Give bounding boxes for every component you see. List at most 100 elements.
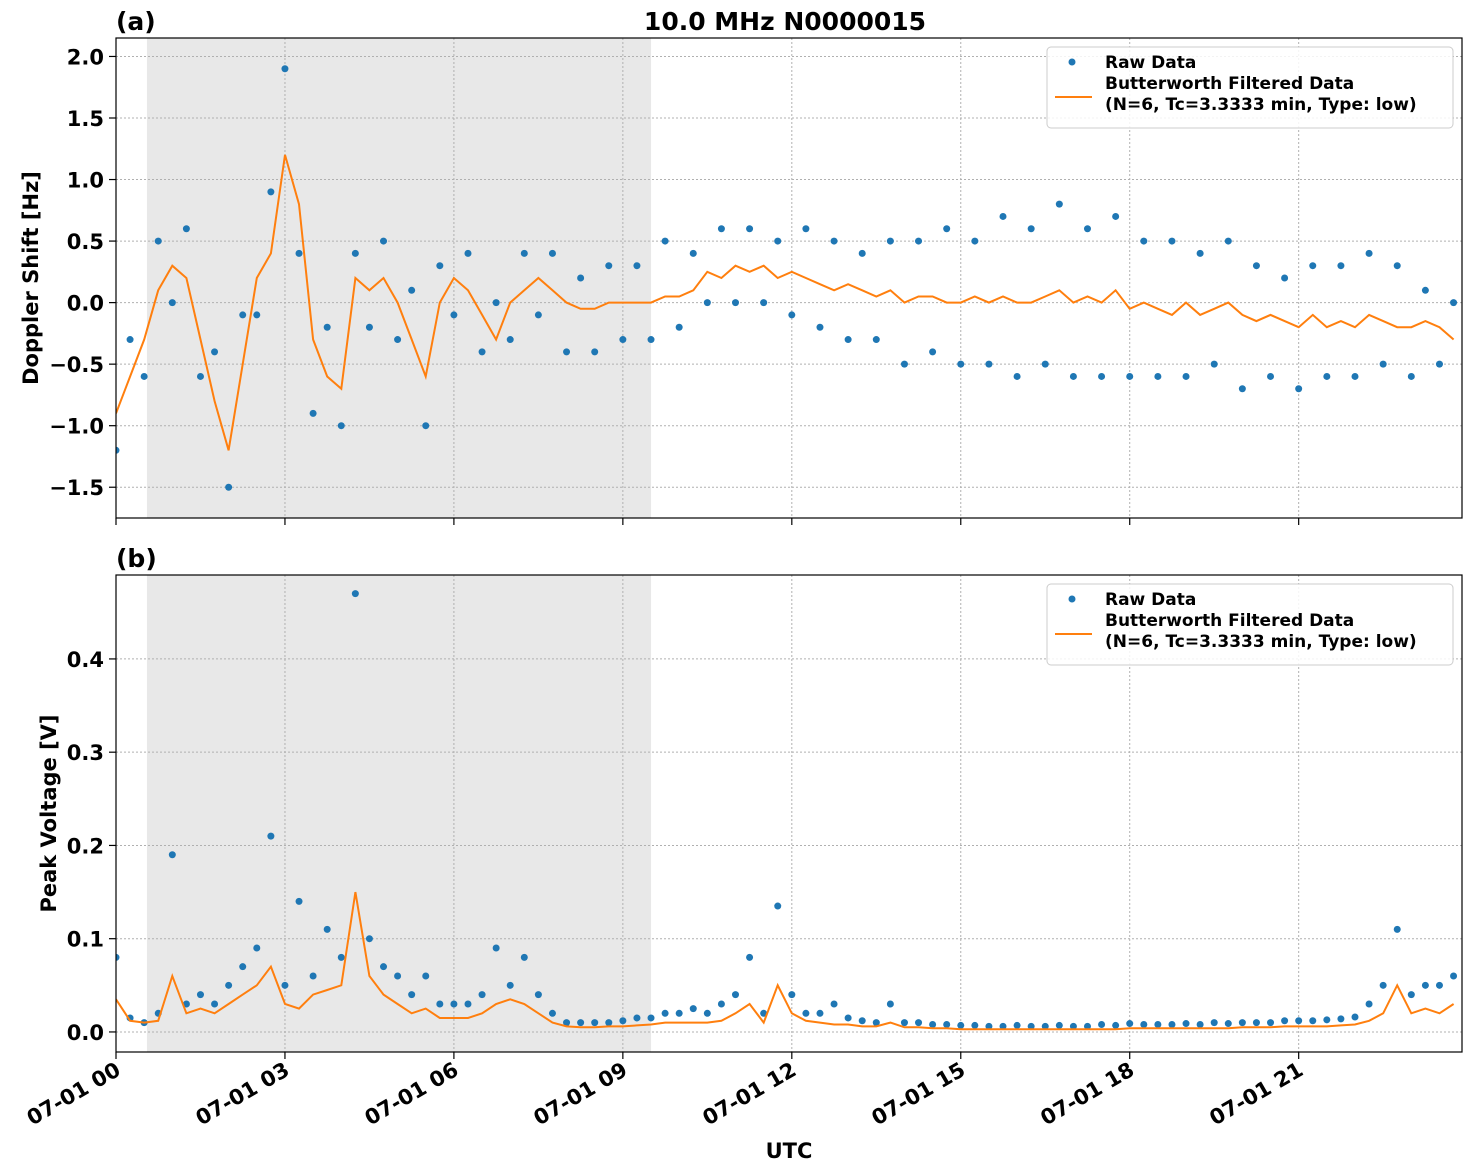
y-tick-label: −1.5 xyxy=(49,476,104,500)
legend-label: Raw Data xyxy=(1105,590,1196,610)
raw-point xyxy=(816,323,824,331)
raw-point xyxy=(1323,1016,1331,1024)
y-axis-label: Doppler Shift [Hz] xyxy=(19,171,43,385)
raw-point xyxy=(591,348,599,356)
raw-point xyxy=(605,262,613,270)
raw-point xyxy=(675,323,683,331)
raw-point xyxy=(394,972,402,980)
legend-box xyxy=(1046,583,1454,666)
raw-point xyxy=(731,991,739,999)
y-tick-label: 0.4 xyxy=(67,648,104,672)
raw-point xyxy=(717,225,725,233)
raw-point xyxy=(1027,225,1035,233)
raw-point xyxy=(971,1021,979,1029)
raw-point xyxy=(1196,249,1204,257)
raw-point xyxy=(478,991,486,999)
raw-point xyxy=(365,323,373,331)
x-tick-label: 07-01 03 xyxy=(192,1058,294,1131)
raw-point xyxy=(689,249,697,257)
raw-point xyxy=(309,409,317,417)
y-axis-label: Peak Voltage [V] xyxy=(37,714,61,912)
raw-point xyxy=(844,336,852,344)
raw-point xyxy=(1309,1017,1317,1025)
raw-point xyxy=(1351,372,1359,380)
raw-point xyxy=(1337,1015,1345,1023)
y-tick-label: 2.0 xyxy=(67,45,104,69)
legend-marker xyxy=(1068,595,1076,603)
raw-point xyxy=(999,212,1007,220)
x-tick-label: 07-01 18 xyxy=(1036,1058,1138,1131)
x-tick-label: 07-01 06 xyxy=(361,1058,463,1131)
raw-point xyxy=(267,188,275,196)
raw-point xyxy=(1365,249,1373,257)
raw-point xyxy=(915,237,923,245)
raw-point xyxy=(182,225,190,233)
panel-label: (a) xyxy=(116,7,156,36)
x-tick-label: 07-01 00 xyxy=(23,1058,125,1131)
raw-point xyxy=(1055,1021,1063,1029)
shade xyxy=(146,575,652,1052)
raw-point xyxy=(760,299,768,307)
y-tick-label: 1.5 xyxy=(67,107,104,131)
raw-point xyxy=(943,1020,951,1028)
panel-label: (b) xyxy=(116,544,157,573)
raw-point xyxy=(1182,372,1190,380)
raw-point xyxy=(872,336,880,344)
raw-point xyxy=(1083,1022,1091,1030)
raw-point xyxy=(647,336,655,344)
raw-point xyxy=(267,832,275,840)
raw-point xyxy=(915,1019,923,1027)
raw-point xyxy=(746,225,754,233)
y-tick-label: 1.0 xyxy=(67,169,104,193)
y-tick-label: 0.3 xyxy=(67,741,104,765)
legend-label: Raw Data xyxy=(1105,53,1196,73)
raw-point xyxy=(703,299,711,307)
y-tick-label: 0.2 xyxy=(67,834,104,858)
raw-point xyxy=(900,360,908,368)
raw-point xyxy=(900,1019,908,1027)
raw-point xyxy=(1013,1021,1021,1029)
raw-point xyxy=(520,249,528,257)
raw-point xyxy=(168,851,176,859)
legend-marker xyxy=(1068,58,1076,66)
raw-point xyxy=(126,336,134,344)
raw-point xyxy=(746,953,754,961)
raw-point xyxy=(689,1005,697,1013)
raw-point xyxy=(323,925,331,933)
raw-point xyxy=(858,249,866,257)
raw-point xyxy=(1196,1020,1204,1028)
raw-point xyxy=(1083,225,1091,233)
raw-point xyxy=(1393,925,1401,933)
raw-point xyxy=(605,1019,613,1027)
x-tick-label: 07-01 21 xyxy=(1205,1058,1307,1131)
raw-point xyxy=(239,963,247,971)
raw-point xyxy=(196,372,204,380)
raw-point xyxy=(957,1021,965,1029)
y-tick-label: 0.0 xyxy=(67,1021,104,1045)
raw-point xyxy=(788,991,796,999)
filtered-line xyxy=(116,891,1455,1031)
raw-point xyxy=(450,1000,458,1008)
raw-point xyxy=(633,1014,641,1022)
raw-point xyxy=(506,981,514,989)
raw-point xyxy=(295,249,303,257)
raw-point xyxy=(1224,1020,1232,1028)
raw-point xyxy=(802,1009,810,1017)
raw-point xyxy=(1435,981,1443,989)
x-tick-label: 07-01 09 xyxy=(530,1058,632,1131)
raw-point xyxy=(506,336,514,344)
raw-point xyxy=(1337,262,1345,270)
raw-point xyxy=(1365,1000,1373,1008)
raw-point xyxy=(1450,299,1458,307)
y-tick-label: −0.5 xyxy=(49,353,104,377)
axes-frame xyxy=(115,37,1463,519)
raw-point xyxy=(337,953,345,961)
y-tick-label: 0.0 xyxy=(67,292,104,316)
raw-point xyxy=(295,897,303,905)
raw-point xyxy=(1323,372,1331,380)
legend-label: Butterworth Filtered Data (N=6, Tc=3.3333… xyxy=(1105,74,1417,115)
raw-point xyxy=(943,225,951,233)
raw-point xyxy=(563,348,571,356)
raw-point xyxy=(1351,1013,1359,1021)
chart-title: 10.0 MHz N0000015 xyxy=(644,7,926,36)
